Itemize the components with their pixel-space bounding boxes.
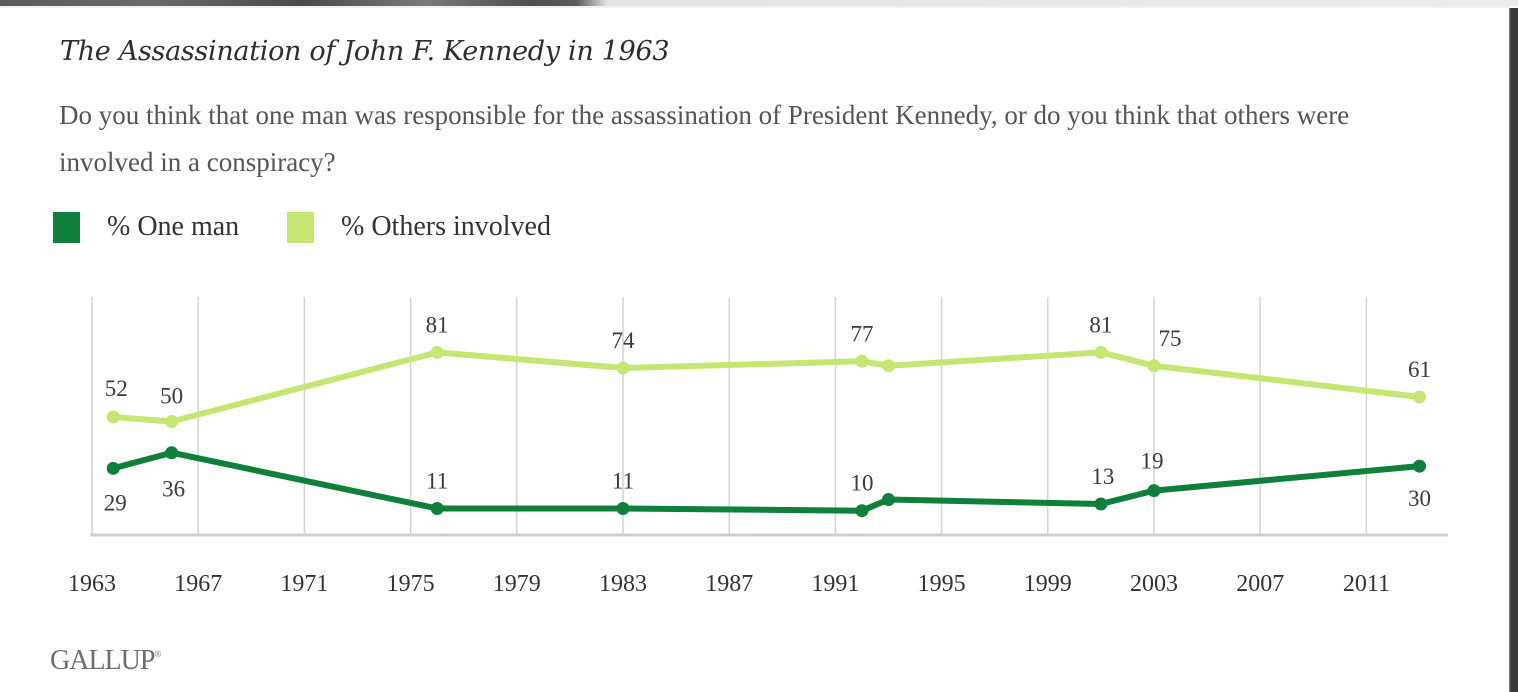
window-top-edge bbox=[0, 0, 1518, 6]
data-point-others-involved bbox=[165, 415, 179, 428]
data-label-others-involved: 74 bbox=[612, 328, 636, 353]
data-point-one-man bbox=[106, 461, 120, 475]
registered-mark: ® bbox=[154, 649, 161, 659]
legend-swatch-one-man bbox=[53, 212, 80, 243]
data-label-one-man: 11 bbox=[612, 468, 634, 493]
data-point-others-involved bbox=[616, 361, 630, 375]
data-point-others-involved bbox=[106, 410, 120, 424]
data-point-others-involved bbox=[882, 359, 895, 373]
x-tick-label: 1967 bbox=[174, 571, 222, 597]
x-tick-label: 1995 bbox=[918, 571, 966, 597]
x-tick-label: 2011 bbox=[1343, 571, 1390, 597]
window-top-shadow bbox=[0, 6, 1510, 8]
data-point-others-involved bbox=[1094, 345, 1108, 359]
legend-swatch-others-involved bbox=[287, 212, 314, 243]
data-point-others-involved bbox=[855, 354, 869, 368]
data-label-others-involved: 61 bbox=[1408, 357, 1431, 382]
x-tick-label: 2003 bbox=[1130, 571, 1178, 597]
data-point-one-man bbox=[1094, 497, 1108, 511]
x-axis-tick-labels: 1963 1967 1971 1975 1979 1983 1987 1991 1995 1999… bbox=[68, 571, 1390, 597]
data-label-one-man: 19 bbox=[1141, 449, 1164, 474]
data-label-one-man: 11 bbox=[426, 468, 448, 493]
series-lines bbox=[106, 345, 1426, 518]
x-tick-label: 1991 bbox=[811, 571, 859, 597]
data-point-one-man bbox=[430, 501, 444, 515]
data-label-one-man: 36 bbox=[162, 477, 185, 502]
data-point-others-involved bbox=[1413, 390, 1426, 404]
data-label-one-man: 13 bbox=[1091, 464, 1114, 489]
data-label-one-man: 29 bbox=[104, 490, 127, 515]
chart-title: The Assassination of John F. Kennedy in … bbox=[60, 36, 670, 67]
data-point-one-man bbox=[855, 504, 869, 518]
x-tick-label: 2007 bbox=[1236, 571, 1284, 597]
data-point-one-man bbox=[616, 501, 630, 515]
data-point-one-man bbox=[1413, 459, 1426, 473]
x-tick-label: 1975 bbox=[387, 571, 435, 597]
gallup-logo: GALLUP® bbox=[50, 645, 161, 677]
x-tick-label: 1999 bbox=[1024, 571, 1072, 597]
legend-label-one-man: % One man bbox=[107, 211, 240, 242]
line-chart: 1963 1967 1971 1975 1979 1983 1987 1991 1995 1999… bbox=[68, 297, 1448, 597]
data-point-others-involved bbox=[1147, 359, 1161, 373]
data-labels: 52 50 81 74 77 81 75 61 29 36 11 11 10 13 19 30 bbox=[104, 312, 1431, 515]
series-line-one-man bbox=[110, 449, 1423, 514]
x-tick-label: 1963 bbox=[68, 571, 116, 597]
x-tick-label: 1979 bbox=[493, 571, 541, 597]
data-label-others-involved: 81 bbox=[1089, 312, 1112, 337]
series-line-others-involved bbox=[110, 349, 1423, 425]
data-label-one-man: 10 bbox=[850, 471, 873, 496]
x-tick-label: 1983 bbox=[599, 571, 647, 597]
data-label-others-involved: 50 bbox=[160, 384, 183, 409]
legend-label-others-involved: % Others involved bbox=[341, 211, 551, 242]
chart-question: Do you think that one man was responsibl… bbox=[59, 100, 1350, 177]
data-point-one-man bbox=[1147, 484, 1161, 498]
data-point-one-man bbox=[165, 446, 179, 460]
data-label-others-involved: 75 bbox=[1159, 326, 1182, 351]
data-point-one-man bbox=[882, 493, 895, 507]
gallup-logo-text: GALLUP bbox=[50, 645, 155, 676]
data-label-others-involved: 77 bbox=[850, 321, 873, 346]
data-label-others-involved: 81 bbox=[426, 312, 449, 337]
window-right-edge bbox=[1509, 8, 1518, 692]
data-label-others-involved: 52 bbox=[105, 376, 128, 401]
x-tick-label: 1987 bbox=[705, 571, 753, 597]
data-label-one-man: 30 bbox=[1408, 486, 1431, 511]
data-point-others-involved bbox=[430, 345, 444, 359]
x-tick-label: 1971 bbox=[280, 571, 328, 597]
